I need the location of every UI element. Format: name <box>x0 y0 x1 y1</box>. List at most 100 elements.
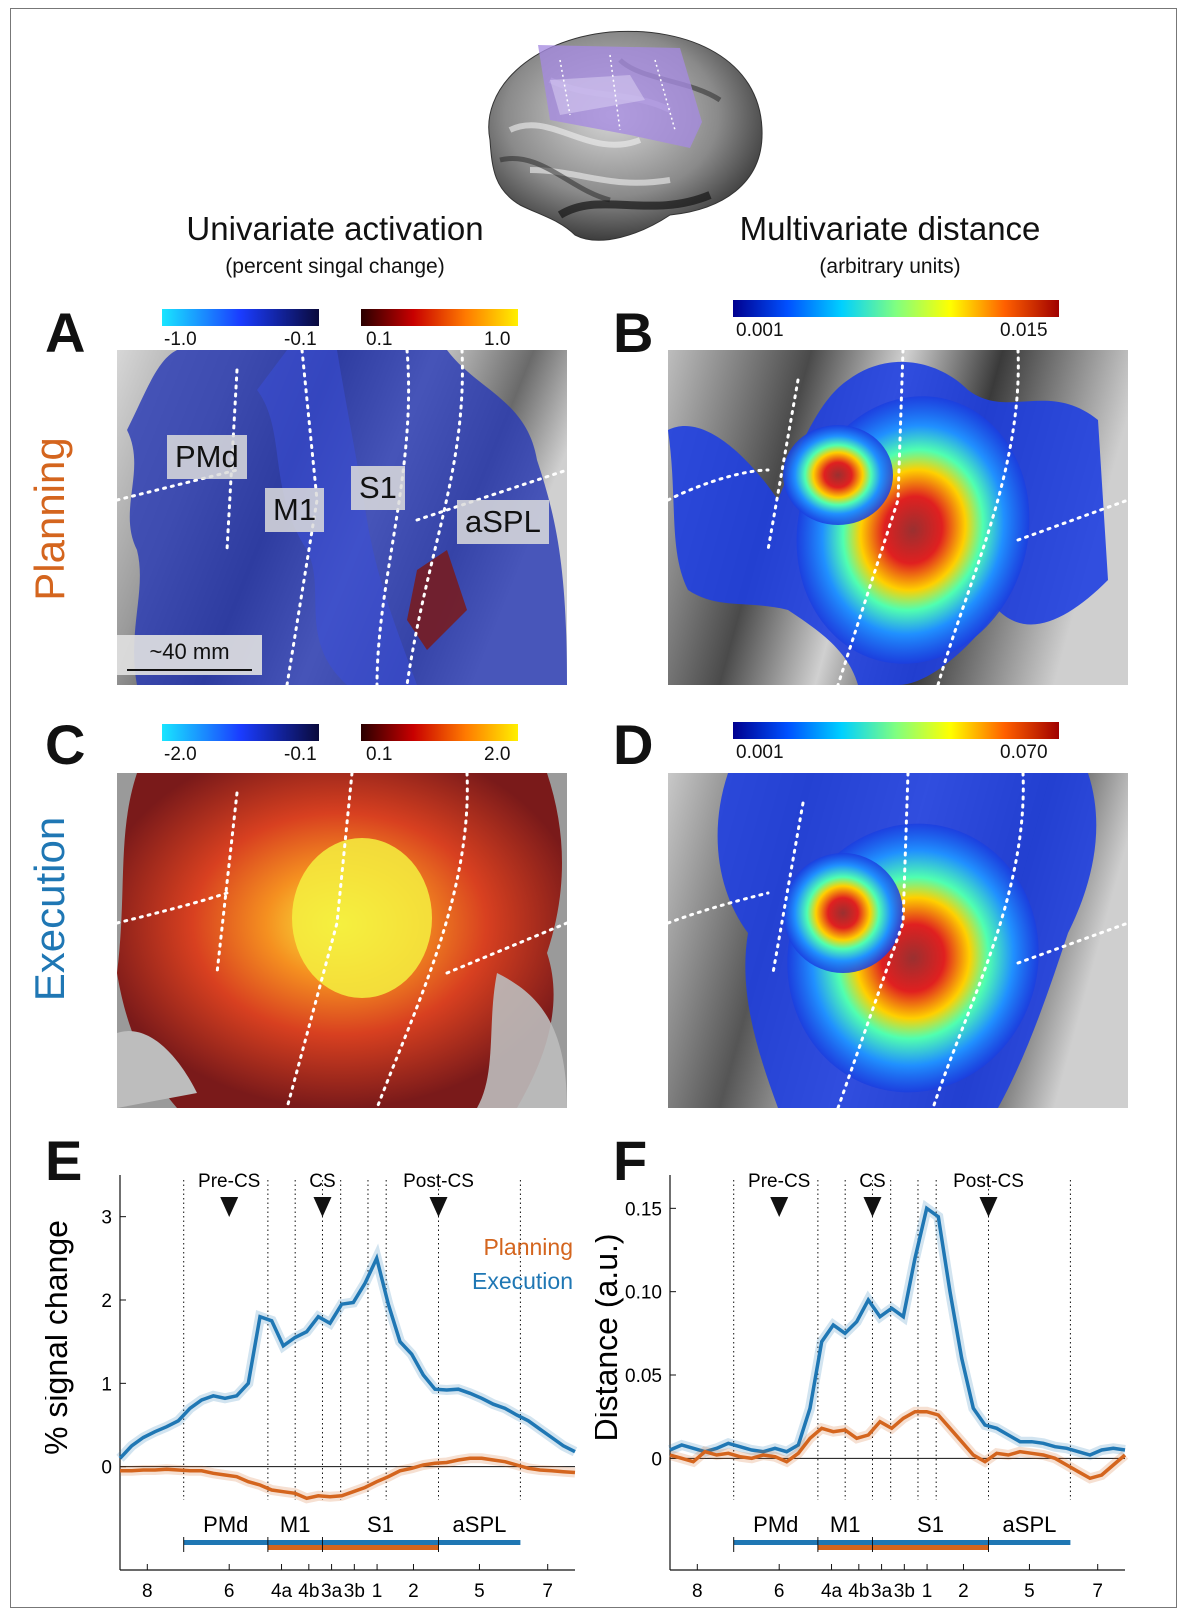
region-label: S1 <box>917 1512 944 1537</box>
x-axis-title: Brodmann area (BA) <box>755 1605 1039 1610</box>
x-tick-label: 6 <box>224 1581 235 1602</box>
x-tick-label: 3a <box>321 1581 343 1602</box>
inflated-brain-illustration <box>488 30 763 241</box>
right-column-subtitle: (arbitrary units) <box>819 255 961 278</box>
legend-entry: Execution <box>472 1268 573 1294</box>
row-label-execution: Execution <box>26 816 73 1002</box>
row-label-planning: Planning <box>26 437 73 601</box>
colorbar-b-tick: 0.001 <box>736 320 784 341</box>
roi-label-aspl: aSPL <box>457 500 549 544</box>
series-line <box>118 1253 576 1460</box>
colorbar-c-positive <box>361 724 518 741</box>
region-marker-label: Pre-CS <box>198 1171 260 1192</box>
colorbar-a-tick: 0.1 <box>366 329 393 350</box>
x-tick-label: 8 <box>142 1581 153 1602</box>
colorbar-c-negative <box>162 724 319 741</box>
series-line <box>669 1205 1126 1457</box>
region-label: PMd <box>203 1512 248 1537</box>
y-tick-label: 0.05 <box>625 1366 662 1387</box>
colorbar-a-positive <box>361 309 518 326</box>
left-column-title: Univariate activation <box>186 210 484 247</box>
chart-e-svg: 0 1 2 3 % signal change Pre-CS CS Post-CS Planni… <box>38 1171 578 1619</box>
execution-region-bar <box>733 1540 1071 1545</box>
planning-region-bar <box>817 1545 989 1550</box>
x-tick-label: 4a <box>271 1581 293 1602</box>
colorbar-d <box>733 722 1059 739</box>
y-axis-title: Distance (a.u.) <box>595 1233 624 1441</box>
region-label: aSPL <box>453 1512 507 1537</box>
colorbar-a-tick: -1.0 <box>164 329 197 350</box>
x-tick-label: 6 <box>774 1581 785 1602</box>
region-marker-triangle <box>313 1197 332 1217</box>
region-label: S1 <box>367 1512 394 1537</box>
x-tick-label: 8 <box>692 1581 703 1602</box>
x-axis-title: Brodmann area (BA) <box>205 1605 489 1610</box>
y-tick-label: 0 <box>101 1458 112 1479</box>
map-b-planning-multivariate <box>668 350 1128 685</box>
colorbar-c-tick: 0.1 <box>366 744 393 765</box>
region-marker-label: Pre-CS <box>748 1171 810 1192</box>
region-marker-label: Post-CS <box>953 1171 1024 1192</box>
x-tick-label: 1 <box>372 1581 383 1602</box>
colorbar-a-tick: -0.1 <box>284 329 317 350</box>
y-tick-label: 1 <box>101 1374 112 1395</box>
x-tick-label: 3b <box>344 1581 365 1602</box>
planning-region-bar <box>267 1545 439 1550</box>
region-marker-triangle <box>220 1197 239 1217</box>
x-tick-label: 2 <box>958 1581 969 1602</box>
scale-bar: ~40 mm <box>117 635 262 675</box>
scale-bar-line <box>127 669 252 671</box>
panel-letter-b: B <box>613 301 654 364</box>
scale-bar-label: ~40 mm <box>149 639 230 664</box>
map-a-planning-univariate: PMd M1 S1 aSPL ~40 mm <box>117 350 567 685</box>
figure-frame <box>10 8 1177 1608</box>
x-tick-label: 3b <box>894 1581 915 1602</box>
panel-letter-d: D <box>613 713 654 776</box>
region-marker-label: CS <box>309 1171 335 1192</box>
chart-f: 0 0.05 0.10 0.15 Distance (a.u.) Pre-CS CS Post… <box>588 1125 1140 1619</box>
execution-region-bar <box>183 1540 521 1545</box>
x-tick-label: 4a <box>821 1581 843 1602</box>
y-tick-label: 0 <box>651 1449 662 1470</box>
x-tick-label: 1 <box>922 1581 933 1602</box>
y-tick-label: 3 <box>101 1208 112 1229</box>
roi-label-pmd: PMd <box>167 435 247 479</box>
panel-letter-c: C <box>45 713 86 776</box>
roi-label-s1: S1 <box>351 466 405 510</box>
colorbar-c-tick: -2.0 <box>164 744 197 765</box>
left-column-subtitle: (percent singal change) <box>225 255 445 278</box>
region-marker-triangle <box>863 1197 882 1217</box>
region-label: aSPL <box>1003 1512 1057 1537</box>
x-tick-label: 5 <box>1024 1581 1035 1602</box>
colorbar-a-negative <box>162 309 319 326</box>
x-tick-label: 4b <box>298 1581 319 1602</box>
roi-label-m1: M1 <box>265 488 325 532</box>
x-tick-label: 7 <box>1092 1581 1103 1602</box>
x-tick-label: 5 <box>474 1581 485 1602</box>
colorbar-d-tick: 0.001 <box>736 742 784 763</box>
region-label: M1 <box>280 1512 311 1537</box>
region-marker-label: Post-CS <box>403 1171 474 1192</box>
right-column-title: Multivariate distance <box>739 210 1041 247</box>
x-tick-label: 7 <box>542 1581 553 1602</box>
series-line <box>120 1456 576 1501</box>
region-label: PMd <box>753 1512 798 1537</box>
panel-letter-e: E <box>45 1129 83 1192</box>
panel-letter-f: F <box>613 1129 648 1192</box>
y-axis-title: % signal change <box>45 1220 74 1455</box>
legend-entry: Planning <box>483 1234 573 1260</box>
series-line <box>669 1409 1127 1481</box>
region-label: M1 <box>830 1512 861 1537</box>
chart-e: 0 1 2 3 % signal change Pre-CS CS Post-CS Planni… <box>38 1125 590 1619</box>
colorbar-b-tick: 0.015 <box>1000 320 1048 341</box>
x-tick-label: 2 <box>408 1581 419 1602</box>
y-tick-label: 0.10 <box>625 1283 662 1304</box>
y-tick-label: 0.15 <box>625 1199 662 1220</box>
x-tick-label: 3a <box>871 1581 893 1602</box>
y-tick-label: 2 <box>101 1291 112 1312</box>
region-marker-triangle <box>770 1197 789 1217</box>
colorbar-b <box>733 300 1059 317</box>
map-c-execution-univariate <box>117 773 567 1108</box>
x-tick-label: 4b <box>848 1581 869 1602</box>
